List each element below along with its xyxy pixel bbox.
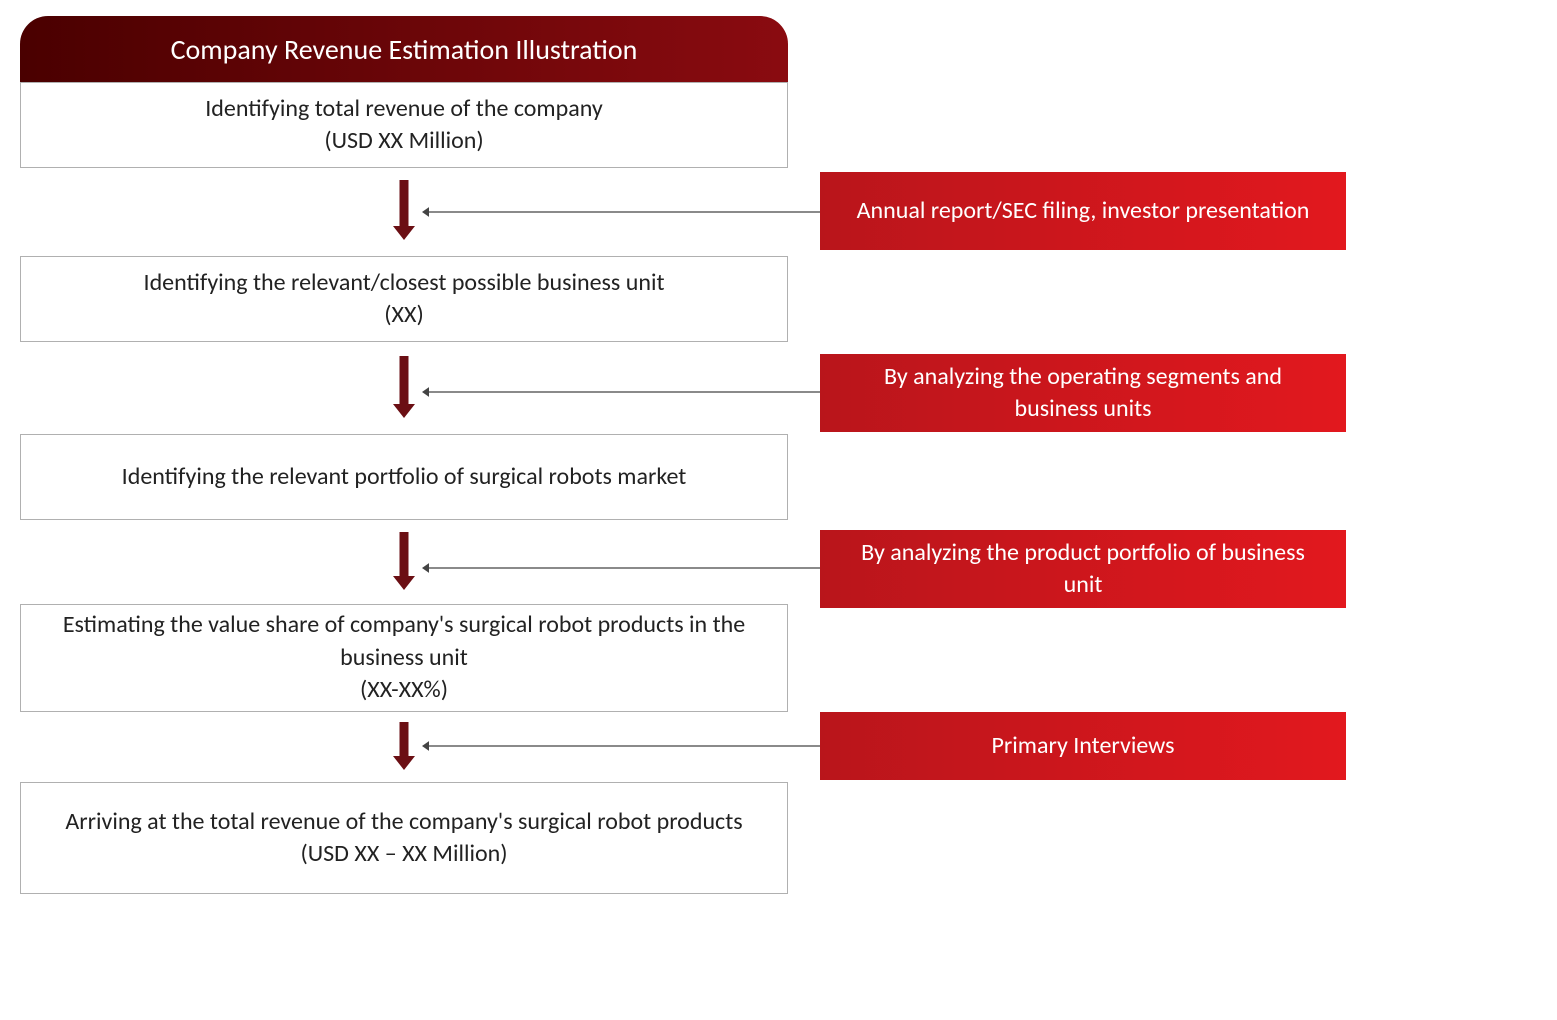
connector-line bbox=[422, 558, 820, 578]
step-box-3: Identifying the relevant portfolio of su… bbox=[20, 434, 788, 520]
down-arrow-icon bbox=[393, 532, 415, 590]
down-arrow-icon bbox=[393, 722, 415, 770]
source-box-2: By analyzing the operating segments and … bbox=[820, 354, 1346, 432]
header-title-text: Company Revenue Estimation Illustration bbox=[171, 32, 638, 67]
step-text: Identifying the relevant/closest possibl… bbox=[144, 267, 665, 332]
down-arrow-icon bbox=[393, 180, 415, 240]
source-box-4: Primary Interviews bbox=[820, 712, 1346, 780]
step-box-4: Estimating the value share of company's … bbox=[20, 604, 788, 712]
connector-line bbox=[422, 382, 820, 402]
step-text: Identifying the relevant portfolio of su… bbox=[122, 461, 687, 493]
step-box-5: Arriving at the total revenue of the com… bbox=[20, 782, 788, 894]
down-arrow-icon bbox=[393, 356, 415, 418]
source-text: By analyzing the product portfolio of bu… bbox=[844, 537, 1322, 602]
step-text: Estimating the value share of company's … bbox=[51, 609, 757, 706]
connector-line bbox=[422, 736, 820, 756]
step-box-1: Identifying total revenue of the company… bbox=[20, 82, 788, 168]
source-box-3: By analyzing the product portfolio of bu… bbox=[820, 530, 1346, 608]
source-box-1: Annual report/SEC filing, investor prese… bbox=[820, 172, 1346, 250]
step-text: Identifying total revenue of the company… bbox=[205, 93, 602, 158]
source-text: Primary Interviews bbox=[992, 730, 1175, 762]
step-box-2: Identifying the relevant/closest possibl… bbox=[20, 256, 788, 342]
step-text: Arriving at the total revenue of the com… bbox=[65, 806, 742, 871]
header-title: Company Revenue Estimation Illustration bbox=[20, 16, 788, 82]
connector-line bbox=[422, 202, 820, 222]
source-text: By analyzing the operating segments and … bbox=[844, 361, 1322, 426]
source-text: Annual report/SEC filing, investor prese… bbox=[857, 195, 1310, 227]
